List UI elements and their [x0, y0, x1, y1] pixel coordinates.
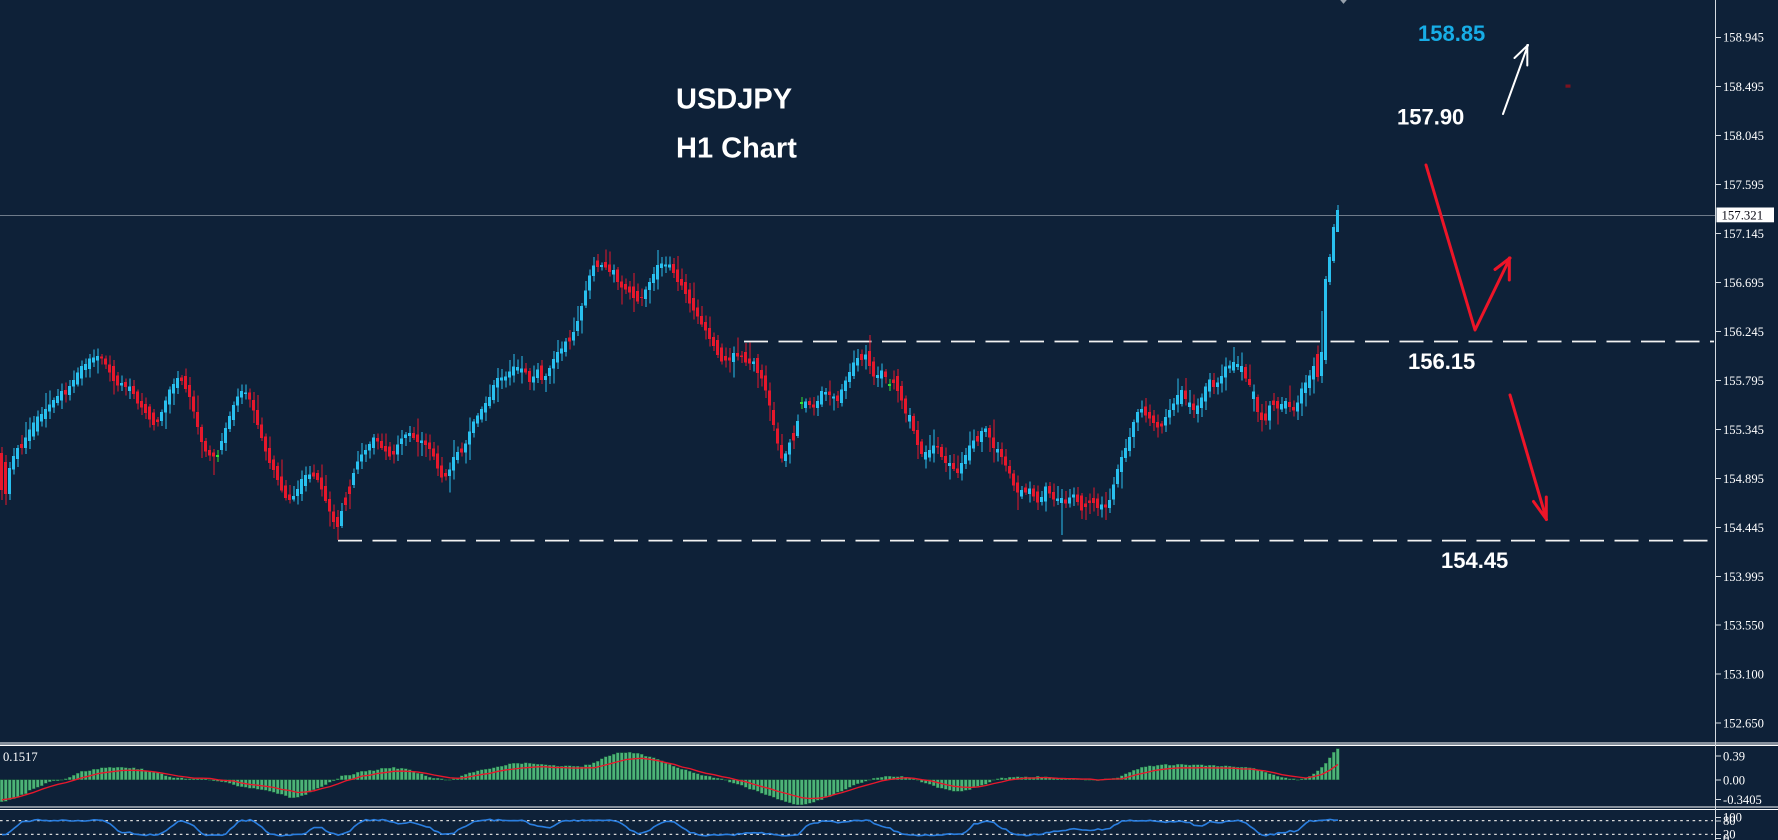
- svg-text:156.695: 156.695: [1723, 276, 1764, 290]
- svg-text:157.595: 157.595: [1723, 178, 1764, 192]
- svg-text:158.045: 158.045: [1723, 129, 1764, 143]
- svg-text:156.15: 156.15: [1408, 349, 1475, 374]
- svg-text:155.795: 155.795: [1723, 374, 1764, 388]
- svg-text:158.495: 158.495: [1723, 80, 1764, 94]
- svg-text:154.895: 154.895: [1723, 472, 1764, 486]
- svg-text:153.995: 153.995: [1723, 570, 1764, 584]
- svg-text:100: 100: [1723, 811, 1742, 825]
- svg-text:153.550: 153.550: [1723, 618, 1764, 632]
- svg-text:158.85: 158.85: [1418, 21, 1485, 46]
- svg-text:0.39: 0.39: [1723, 749, 1745, 763]
- svg-text:0.00: 0.00: [1723, 773, 1745, 787]
- svg-text:157.90: 157.90: [1397, 105, 1464, 130]
- svg-text:155.345: 155.345: [1723, 423, 1764, 437]
- svg-text:157.321: 157.321: [1722, 208, 1764, 222]
- svg-text:156.245: 156.245: [1723, 325, 1764, 339]
- svg-text:USDJPY: USDJPY: [676, 84, 792, 116]
- svg-text:0.1517: 0.1517: [3, 750, 38, 764]
- svg-text:80: 80: [1723, 814, 1736, 828]
- svg-text:152.650: 152.650: [1723, 716, 1764, 730]
- svg-text:157.145: 157.145: [1723, 227, 1764, 241]
- svg-text:20: 20: [1723, 828, 1736, 840]
- svg-text:153.100: 153.100: [1723, 667, 1764, 681]
- svg-text:0: 0: [1723, 832, 1729, 840]
- svg-text:158.945: 158.945: [1723, 31, 1764, 45]
- svg-text:154.445: 154.445: [1723, 521, 1764, 535]
- svg-text:154.45: 154.45: [1441, 548, 1508, 573]
- svg-text:-0.3405: -0.3405: [1723, 793, 1762, 807]
- svg-text:H1 Chart: H1 Chart: [676, 133, 797, 165]
